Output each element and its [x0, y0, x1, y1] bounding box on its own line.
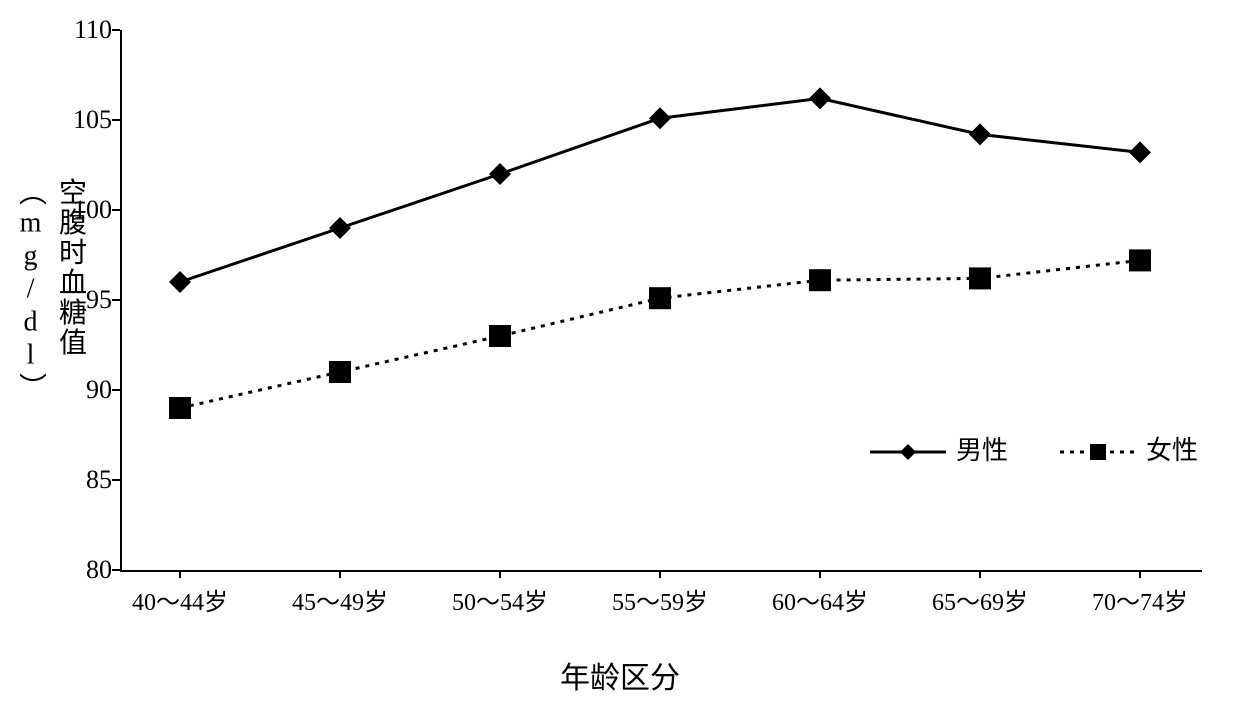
x-axis-title: 年龄区分	[560, 653, 680, 697]
series-marker	[169, 397, 191, 419]
x-tick-label: 55～59岁	[612, 582, 708, 617]
y-tick-mark	[112, 119, 120, 121]
chart-lines	[120, 30, 1200, 570]
x-tick-mark	[499, 570, 501, 578]
x-tick-mark	[339, 570, 341, 578]
series-marker	[1129, 249, 1151, 271]
y-tick-mark	[112, 209, 120, 211]
y-tick-label: 110	[62, 15, 112, 45]
series-line	[180, 260, 1140, 408]
y-tick-mark	[112, 389, 120, 391]
legend-label: 男性	[956, 430, 1008, 467]
x-tick-label: 40～44岁	[132, 582, 228, 617]
y-tick-label: 90	[62, 375, 112, 405]
x-tick-label: 45～49岁	[292, 582, 388, 617]
series-marker	[969, 123, 991, 145]
x-tick-mark	[819, 570, 821, 578]
series-marker	[809, 87, 831, 109]
x-tick-mark	[659, 570, 661, 578]
series-marker	[329, 361, 351, 383]
series-marker	[809, 269, 831, 291]
x-tick-mark	[179, 570, 181, 578]
y-tick-mark	[112, 479, 120, 481]
series-marker	[489, 325, 511, 347]
series-marker	[969, 267, 991, 289]
series-marker	[1129, 141, 1151, 163]
y-tick-label: 85	[62, 465, 112, 495]
y-tick-label: 95	[62, 285, 112, 315]
x-tick-label: 60～64岁	[772, 582, 868, 617]
legend-item: 男性	[870, 430, 1008, 467]
y-tick-label: 100	[62, 195, 112, 225]
series-marker	[169, 271, 191, 293]
series-marker	[489, 163, 511, 185]
y-tick-label: 80	[62, 555, 112, 585]
y-tick-label: 105	[62, 105, 112, 135]
legend-symbol	[870, 439, 946, 459]
legend-label: 女性	[1146, 430, 1198, 467]
legend-item: 女性	[1060, 430, 1198, 467]
series-marker	[329, 217, 351, 239]
chart-container: 空腹时血糖值（mg/dl） 年龄区分 80859095100105110 40～…	[0, 0, 1240, 707]
y-tick-mark	[112, 299, 120, 301]
series-marker	[649, 107, 671, 129]
series-marker	[649, 287, 671, 309]
x-tick-mark	[979, 570, 981, 578]
y-tick-mark	[112, 29, 120, 31]
x-tick-mark	[1139, 570, 1141, 578]
x-tick-label: 65～69岁	[932, 582, 1028, 617]
x-tick-label: 70～74岁	[1092, 582, 1188, 617]
legend-symbol	[1060, 439, 1136, 459]
x-tick-label: 50～54岁	[452, 582, 548, 617]
y-tick-mark	[112, 569, 120, 571]
